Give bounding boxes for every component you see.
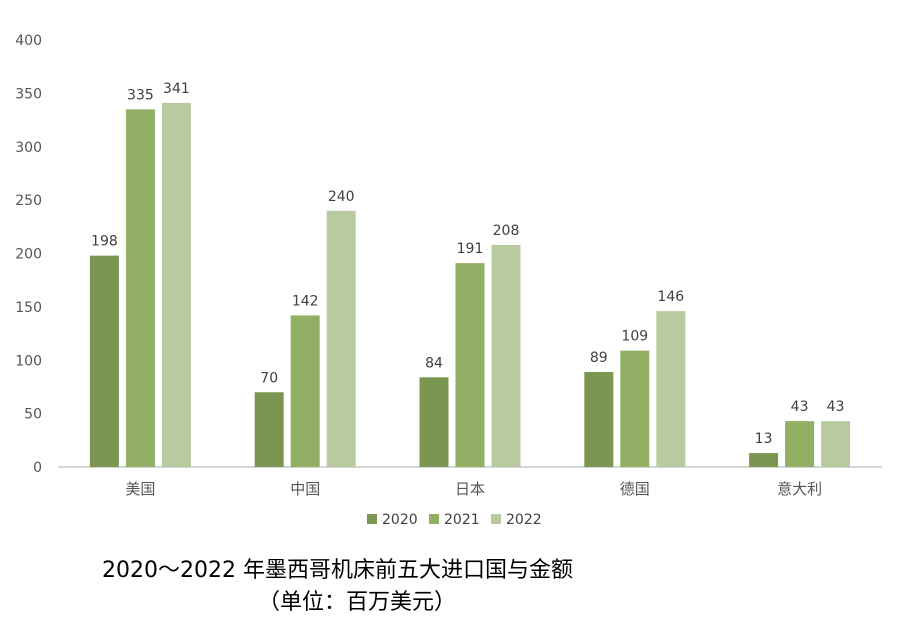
- data-label: 13: [755, 431, 773, 447]
- data-label: 198: [91, 234, 118, 250]
- bar-2020-2: [419, 377, 449, 467]
- bar-2020-4: [749, 453, 779, 467]
- chart: 0 50 100 150 200 250 300 350 400 198 335 341 美国 70 142…: [15, 33, 882, 528]
- y-tick-label: 200: [15, 247, 42, 263]
- legend-label: 2020: [382, 512, 418, 528]
- legend-swatch-2021: [429, 514, 439, 524]
- data-label: 89: [590, 350, 608, 366]
- chart-caption-title: 2020～2022 年墨西哥机床前五大进口国与金额: [102, 558, 573, 583]
- data-label: 43: [827, 399, 845, 415]
- data-label: 142: [292, 293, 319, 309]
- data-label: 146: [657, 289, 684, 305]
- chart-caption-unit: （单位：百万美元）: [258, 590, 457, 615]
- bar-chart: 0 50 100 150 200 250 300 350 400 198 335 341 美国 70 142…: [15, 33, 882, 528]
- x-tick-label: 美国: [125, 480, 155, 498]
- data-label: 335: [127, 87, 154, 103]
- data-label: 341: [163, 81, 190, 97]
- y-tick-label: 400: [15, 33, 42, 49]
- y-tick-label: 350: [15, 86, 42, 102]
- legend-label: 2022: [506, 512, 542, 528]
- bar-2020-3: [584, 371, 614, 467]
- bar-2021-4: [785, 421, 815, 467]
- data-label: 240: [328, 189, 355, 205]
- x-tick-label: 意大利: [777, 480, 822, 498]
- bar-2021-3: [620, 350, 650, 467]
- y-tick-label: 250: [15, 193, 42, 209]
- bar-2022-0: [161, 102, 191, 468]
- data-label: 70: [260, 370, 278, 386]
- x-tick-label: 日本: [455, 480, 485, 498]
- bar-2022-3: [656, 311, 686, 467]
- y-tick-label: 100: [15, 353, 42, 369]
- bar-2022-1: [326, 210, 356, 468]
- legend-label: 2021: [444, 512, 480, 528]
- y-tick-label: 300: [15, 140, 42, 156]
- data-label: 191: [457, 241, 484, 257]
- bar-2020-0: [89, 255, 119, 467]
- x-tick-label: 中国: [290, 480, 320, 498]
- y-tick-label: 50: [24, 407, 42, 423]
- bar-2021-1: [290, 315, 320, 467]
- bar-2022-4: [821, 421, 851, 467]
- data-label: 208: [493, 223, 520, 239]
- bar-2021-0: [125, 109, 155, 467]
- legend-swatch-2022: [491, 514, 501, 524]
- data-label: 109: [621, 329, 648, 345]
- data-label: 43: [791, 399, 809, 415]
- x-tick-label: 德国: [620, 480, 650, 498]
- data-label: 84: [425, 355, 443, 371]
- bar-2022-2: [491, 244, 521, 467]
- y-tick-label: 150: [15, 300, 42, 316]
- bar-2020-1: [254, 392, 284, 467]
- bar-2021-2: [455, 263, 485, 467]
- y-tick-label: 0: [33, 460, 42, 476]
- legend-swatch-2020: [367, 514, 377, 524]
